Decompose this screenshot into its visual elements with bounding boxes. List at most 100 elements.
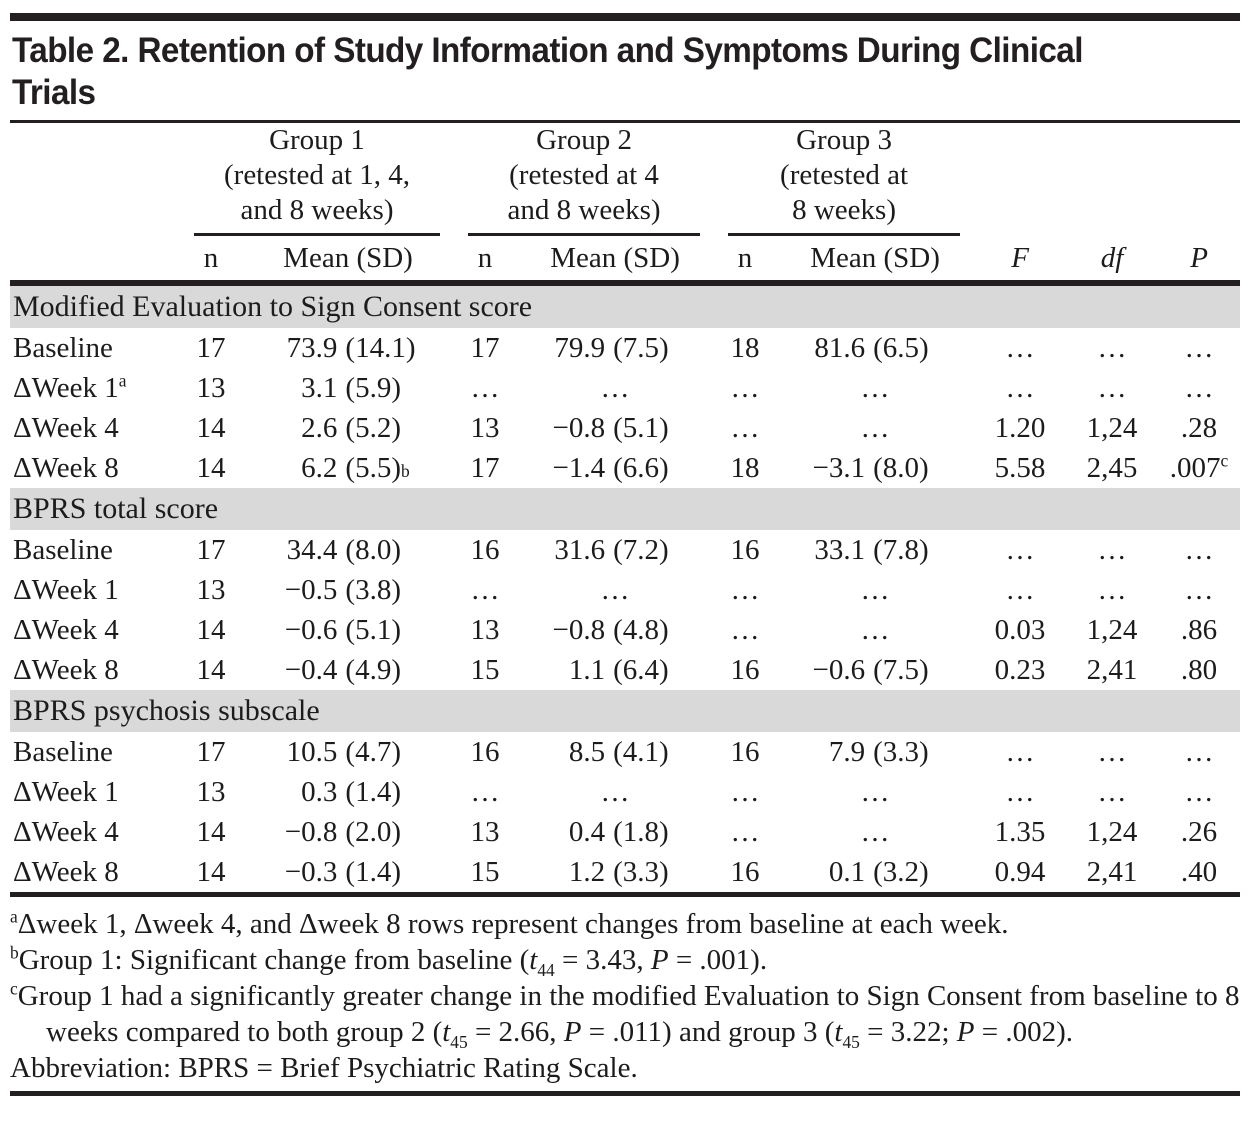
table-row: Baseline 17 34.4 (8.0) 16 31.6 (7.2) 16 33.1 (7.8… xyxy=(10,530,1240,570)
top-rule xyxy=(10,13,1240,21)
table-row: ΔWeek 8 14 −0.4 (4.9) 15 1.1 (6.4) 16 −0.6 (7.5) 0… xyxy=(10,650,1240,690)
table-cell: … xyxy=(470,775,500,808)
table-cell: 0.4 (1.8) xyxy=(568,815,669,848)
table-cell: 1.35 xyxy=(994,815,1046,848)
table-cell: … xyxy=(600,775,630,808)
col-header-p: P xyxy=(1190,241,1208,274)
col-header-mean-3: Mean (SD) xyxy=(810,241,940,274)
table-cell: 1,24 xyxy=(1086,815,1138,848)
table-header: Group 1 (retested at 1, 4, and 8 weeks) … xyxy=(10,123,1241,283)
group-header-row: Group 1 (retested at 1, 4, and 8 weeks) … xyxy=(10,123,1240,236)
table-cell: 15 xyxy=(470,653,500,686)
table-cell: 14 xyxy=(196,815,226,848)
table-cell: 17 xyxy=(470,331,500,364)
group-1-underline xyxy=(194,233,441,236)
table-cell: … xyxy=(600,573,630,606)
group-3-title: Group 3 xyxy=(796,124,892,156)
footnote: aΔweek 1, Δweek 4, and Δweek 8 rows repr… xyxy=(10,906,1009,940)
group-1-header: Group 1 (retested at 1, 4, and 8 weeks) xyxy=(180,123,454,236)
table-cell: −0.3 (1.4) xyxy=(284,855,401,888)
table-cell: 17 xyxy=(196,331,226,364)
table-cell: −1.4 (6.6) xyxy=(552,451,669,484)
empty-header-cell xyxy=(10,236,180,283)
table-cell: … xyxy=(860,613,890,646)
table-cell: … xyxy=(860,573,890,606)
table-cell: 1,24 xyxy=(1086,411,1138,444)
row-label: ΔWeek 8 xyxy=(13,855,119,888)
group-2-subtitle-2: and 8 weeks) xyxy=(507,194,661,226)
table-cell: … xyxy=(730,371,760,404)
row-label: ΔWeek 4 xyxy=(13,411,119,444)
table-cell: −0.6 (7.5) xyxy=(812,653,929,686)
row-label: Baseline xyxy=(13,331,113,364)
table-cell: … xyxy=(470,371,500,404)
table-cell: 81.6 (6.5) xyxy=(814,331,929,364)
table-cell: … xyxy=(730,613,760,646)
table-title-line-1: Table 2. Retention of Study Information … xyxy=(12,31,1083,70)
table-cell: 17 xyxy=(196,735,226,768)
table-cell: 16 xyxy=(730,533,760,566)
row-label: ΔWeek 1 xyxy=(13,573,119,606)
table-cell: 14 xyxy=(196,613,226,646)
table-cell: 16 xyxy=(730,653,760,686)
table-cell: 13 xyxy=(470,815,500,848)
table-cell: 0.1 (3.2) xyxy=(828,855,929,888)
table-cell: 10.5 (4.7) xyxy=(286,735,401,768)
table-row: ΔWeek 4 14 −0.8 (2.0) 13 0.4 (1.8) … … 1.35 1,24 .2… xyxy=(10,812,1240,852)
table-cell: … xyxy=(1097,533,1127,566)
table-cell: … xyxy=(860,411,890,444)
table-cell: 31.6 (7.2) xyxy=(554,533,669,566)
table-cell: −0.5 (3.8) xyxy=(284,573,401,606)
table-cell: … xyxy=(860,371,890,404)
table-cell: −0.8 (4.8) xyxy=(552,613,669,646)
footnote: bGroup 1: Significant change from baseli… xyxy=(10,942,768,980)
table-cell: .40 xyxy=(1180,855,1218,888)
row-label: ΔWeek 4 xyxy=(13,613,119,646)
table-cell: −3.1 (8.0) xyxy=(812,451,929,484)
table-cell: 13 xyxy=(196,775,226,808)
table-row: ΔWeek 4 14 2.6 (5.2) 13 −0.8 (5.1) … … 1.20 1,24 .2… xyxy=(10,408,1240,448)
table-cell: 18 xyxy=(730,331,760,364)
table-cell: 16 xyxy=(730,735,760,768)
table-cell: .28 xyxy=(1180,411,1218,444)
group-2-header: Group 2 (retested at 4 and 8 weeks) xyxy=(454,123,714,236)
table-cell: 16 xyxy=(470,735,500,768)
table-row: ΔWeek 1a 13 3.1 (5.9)………………… xyxy=(10,368,1240,408)
table-cell: 0.03 xyxy=(994,613,1046,646)
table-cell: 3.1 (5.9) xyxy=(301,371,401,404)
table-cell: 2,45 xyxy=(1086,451,1138,484)
table-cell: … xyxy=(1184,533,1214,566)
table-cell: 2,41 xyxy=(1086,653,1138,686)
table-row: ΔWeek 1 13 −0.5 (3.8)………………… xyxy=(10,570,1240,610)
table-cell: −0.8 (5.1) xyxy=(552,411,669,444)
col-header-mean-1: Mean (SD) xyxy=(283,241,413,274)
table-cell: … xyxy=(1097,775,1127,808)
footnote: cGroup 1 had a significantly greater cha… xyxy=(10,978,1240,1052)
table-cell: … xyxy=(1005,573,1035,606)
group-2-subtitle-1: (retested at 4 xyxy=(509,159,659,191)
group-1-subtitle-2: and 8 weeks) xyxy=(240,194,394,226)
table-cell: 0.3 (1.4) xyxy=(301,775,401,808)
table-cell: 0.94 xyxy=(994,855,1046,888)
table-cell: 16 xyxy=(730,855,760,888)
row-label: ΔWeek 1a xyxy=(13,369,127,404)
group-2-underline xyxy=(468,233,701,236)
col-header-df: df xyxy=(1100,241,1124,274)
table-cell: … xyxy=(1184,371,1214,404)
col-header-mean-2: Mean (SD) xyxy=(550,241,680,274)
group-3-underline xyxy=(728,233,961,236)
footnotes: aΔweek 1, Δweek 4, and Δweek 8 rows repr… xyxy=(10,906,1240,1086)
table-cell: … xyxy=(1097,331,1127,364)
group-1-subtitle-1: (retested at 1, 4, xyxy=(224,159,411,191)
group-2-title: Group 2 xyxy=(536,124,632,156)
table-cell: 13 xyxy=(196,371,226,404)
table-cell: 1.1 (6.4) xyxy=(568,653,669,686)
table-row: ΔWeek 8 14 −0.3 (1.4) 15 1.2 (3.3) 16 0.1 (3.2) 0.… xyxy=(10,852,1240,895)
table-cell: −0.8 (2.0) xyxy=(284,815,401,848)
table-cell: 15 xyxy=(470,855,500,888)
section-title: BPRS total score xyxy=(10,488,1241,530)
col-header-n-1: n xyxy=(203,241,219,274)
table-cell: −0.4 (4.9) xyxy=(284,653,401,686)
table-cell: 16 xyxy=(470,533,500,566)
article-table-page: Table 2. Retention of Study Information … xyxy=(0,13,1250,1096)
